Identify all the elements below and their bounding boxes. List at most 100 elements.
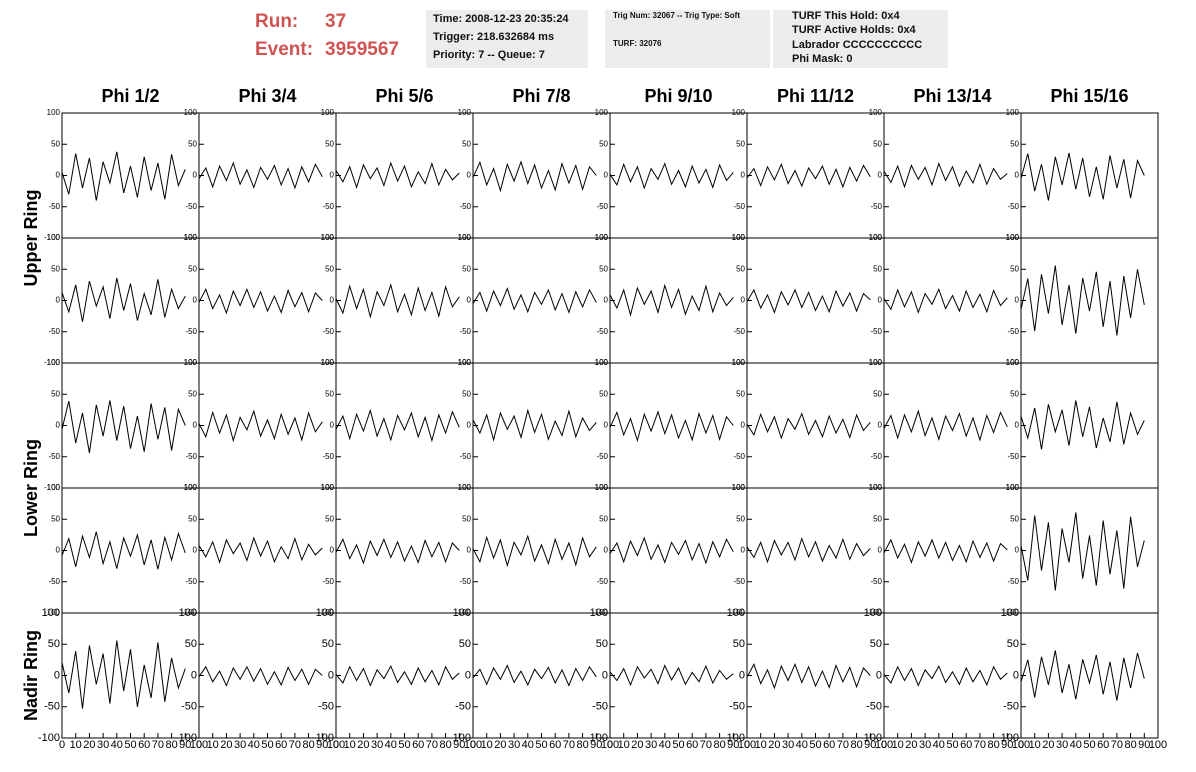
y-tick-label: -50: [596, 327, 608, 336]
waveform: [335, 161, 460, 190]
panel-frame: [198, 237, 337, 364]
y-tick-label: -100: [175, 732, 197, 744]
y-tick-label: -50: [596, 202, 608, 211]
y-tick-label: -50: [48, 577, 60, 586]
y-tick-label: -50: [870, 327, 882, 336]
y-tick-label: 100: [179, 607, 197, 619]
y-tick-label: -50: [185, 452, 197, 461]
x-tick-label: 30: [919, 739, 931, 751]
x-tick-label: 60: [686, 739, 698, 751]
y-tick-label: 50: [1010, 514, 1019, 523]
x-tick-label: 100: [875, 739, 893, 751]
y-tick-label: 0: [876, 669, 882, 681]
y-tick-label: -50: [318, 701, 334, 713]
y-tick-label: 0: [739, 669, 745, 681]
y-tick-label: 0: [741, 296, 746, 305]
y-tick-label: 0: [467, 546, 472, 555]
y-tick-label: 50: [462, 389, 471, 398]
x-tick-label: 30: [234, 739, 246, 751]
y-tick-label: 50: [1010, 139, 1019, 148]
y-tick-label: 0: [330, 421, 335, 430]
waveform: [746, 412, 871, 440]
y-tick-label: 0: [465, 669, 471, 681]
y-tick-label: 100: [184, 358, 198, 367]
x-tick-label: 40: [1070, 739, 1082, 751]
y-tick-label: 100: [47, 483, 61, 492]
x-tick-label: 70: [426, 739, 438, 751]
y-tick-label: 50: [185, 638, 197, 650]
waveform: [883, 409, 1008, 442]
waveform: [61, 277, 186, 322]
x-tick-label: 10: [481, 739, 493, 751]
x-tick-label: 60: [138, 739, 150, 751]
waveform: [198, 665, 323, 687]
y-tick-label: 100: [595, 233, 609, 242]
waveform: [472, 287, 597, 314]
event-number: 3959567: [325, 39, 399, 60]
x-tick-label: 20: [220, 739, 232, 751]
x-tick-label: 60: [412, 739, 424, 751]
waveform: [472, 534, 597, 568]
waveform: [609, 536, 734, 565]
panel-frame: [472, 362, 611, 489]
run-label: Run:: [255, 11, 298, 32]
y-tick-label: 50: [459, 638, 471, 650]
panel-frame: [472, 612, 611, 739]
x-tick-label: 90: [179, 739, 191, 751]
x-tick-label: 100: [190, 739, 208, 751]
y-tick-label: -100: [44, 233, 61, 242]
panel-frame: [472, 237, 611, 364]
y-tick-label: 100: [184, 233, 198, 242]
x-tick-label: 90: [316, 739, 328, 751]
y-tick-label: -50: [733, 452, 745, 461]
x-tick-label: 0: [744, 739, 750, 751]
panel-frame: [609, 487, 748, 614]
panel-frame: [746, 112, 885, 239]
y-tick-label: 50: [736, 139, 745, 148]
x-tick-label: 100: [601, 739, 619, 751]
x-tick-label: 20: [905, 739, 917, 751]
row-label: Upper Ring: [21, 190, 41, 287]
waveform: [609, 283, 734, 317]
x-tick-label: 90: [864, 739, 876, 751]
panel-frame: [1020, 612, 1159, 739]
x-tick-label: 0: [333, 739, 339, 751]
y-tick-label: 50: [873, 264, 882, 273]
y-tick-label: 50: [873, 139, 882, 148]
y-tick-label: 50: [599, 389, 608, 398]
y-tick-label: 0: [330, 171, 335, 180]
column-title: Phi 3/4: [238, 86, 296, 106]
y-tick-label: 50: [51, 139, 60, 148]
x-tick-label: 90: [1138, 739, 1150, 751]
x-tick-label: 80: [850, 739, 862, 751]
x-tick-label: 20: [83, 739, 95, 751]
y-tick-label: 100: [1006, 108, 1020, 117]
x-tick-label: 30: [1056, 739, 1068, 751]
x-tick-label: 20: [357, 739, 369, 751]
x-tick-label: 100: [464, 739, 482, 751]
y-tick-label: -100: [312, 732, 334, 744]
x-tick-label: 0: [607, 739, 613, 751]
x-tick-label: 70: [152, 739, 164, 751]
y-tick-label: 100: [1006, 483, 1020, 492]
info-line: Labrador CCCCCCCCCC: [792, 39, 922, 51]
y-tick-label: 0: [54, 669, 60, 681]
y-tick-label: 0: [1015, 546, 1020, 555]
y-tick-label: -50: [44, 701, 60, 713]
waveform: [335, 664, 460, 687]
y-tick-label: 50: [322, 638, 334, 650]
y-tick-label: 0: [193, 296, 198, 305]
y-tick-label: 100: [321, 358, 335, 367]
y-tick-label: -50: [48, 452, 60, 461]
waveform: [472, 664, 597, 687]
y-tick-label: 0: [741, 171, 746, 180]
waveform: [1020, 650, 1145, 701]
x-tick-label: 100: [327, 739, 345, 751]
panel-frame: [335, 612, 474, 739]
y-tick-label: 100: [732, 483, 746, 492]
info-line: Priority: 7 -- Queue: 7: [433, 49, 545, 61]
waveform: [746, 162, 871, 189]
y-tick-label: 100: [458, 483, 472, 492]
